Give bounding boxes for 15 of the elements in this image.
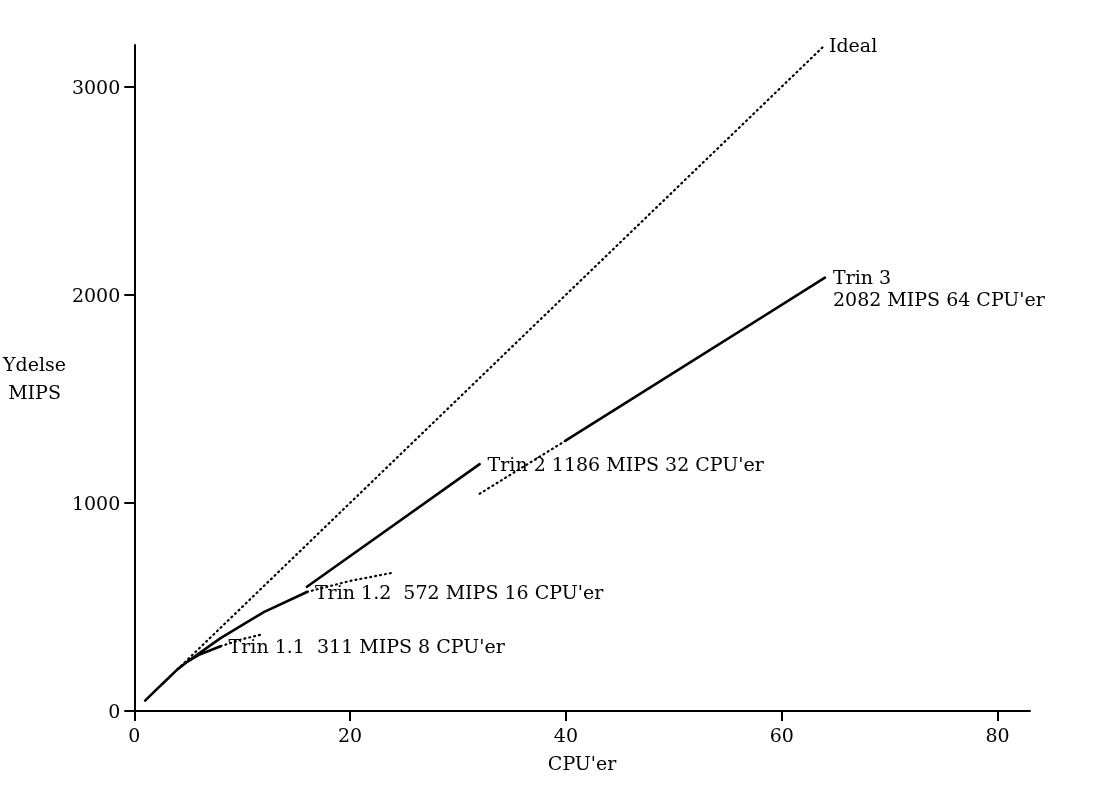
x-tick-label: 0 xyxy=(128,723,141,746)
x-tick-label: 80 xyxy=(985,723,1010,746)
annotation: Trin 1.1 311 MIPS 8 CPU'er xyxy=(228,635,506,658)
y-tick-label: 0 xyxy=(108,700,121,722)
annotation: Trin 1.2 572 MIPS 16 CPU'er xyxy=(314,580,605,603)
x-axis-title: CPU'er xyxy=(547,751,618,774)
y-tick-label: 2000 xyxy=(71,283,121,306)
x-tick-label: 60 xyxy=(769,723,794,746)
x-tick-label: 20 xyxy=(338,723,363,746)
annotation: Trin 3 2082 MIPS 64 CPU'er xyxy=(832,265,1046,310)
x-tick-label: 40 xyxy=(553,723,579,746)
y-tick-label: 1000 xyxy=(71,491,121,514)
series-label: Ideal xyxy=(828,34,878,56)
y-axis-title: Ydelse MIPS xyxy=(1,353,67,403)
y-tick-label: 3000 xyxy=(71,75,121,98)
